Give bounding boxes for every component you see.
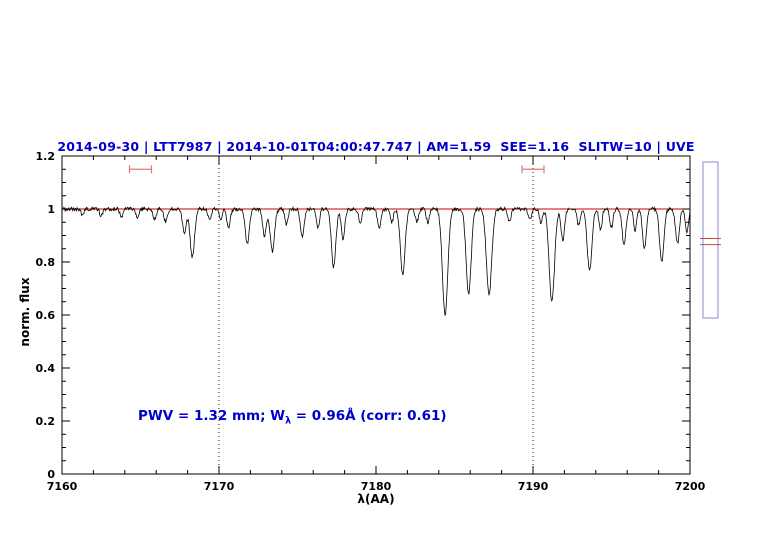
y-tick-label: 1.2 — [36, 150, 56, 163]
slit-panel — [702, 161, 719, 319]
x-axis-label: λ(AA) — [357, 492, 395, 506]
y-tick-label: 0.2 — [36, 415, 56, 428]
y-tick-label: 0 — [47, 468, 55, 481]
y-tick-label: 1 — [47, 203, 55, 216]
y-tick-label: 0.8 — [36, 256, 56, 269]
x-tick-label: 7170 — [204, 480, 235, 493]
y-tick-label: 0.4 — [36, 362, 56, 375]
x-tick-label: 7160 — [47, 480, 78, 493]
y-axis-label: norm. flux — [18, 277, 32, 347]
pwv-annotation-suffix: = 0.96Å (corr: 0.61) — [291, 408, 447, 424]
pwv-annotation-prefix: PWV = 1.32 mm; W — [138, 408, 286, 424]
x-tick-label: 7200 — [675, 480, 706, 493]
x-tick-label: 7180 — [361, 480, 392, 493]
pwv-annotation: PWV = 1.32 mm; Wλ = 0.96Å (corr: 0.61) — [138, 408, 447, 427]
y-tick-label: 0.6 — [36, 309, 56, 322]
spectrum-line — [61, 205, 691, 316]
plot-title: 2014-09-30 | LTT7987 | 2014-10-01T04:00:… — [57, 139, 695, 154]
pwv-annotation-lambda-sub: λ — [285, 415, 292, 427]
x-tick-label: 7190 — [518, 480, 549, 493]
